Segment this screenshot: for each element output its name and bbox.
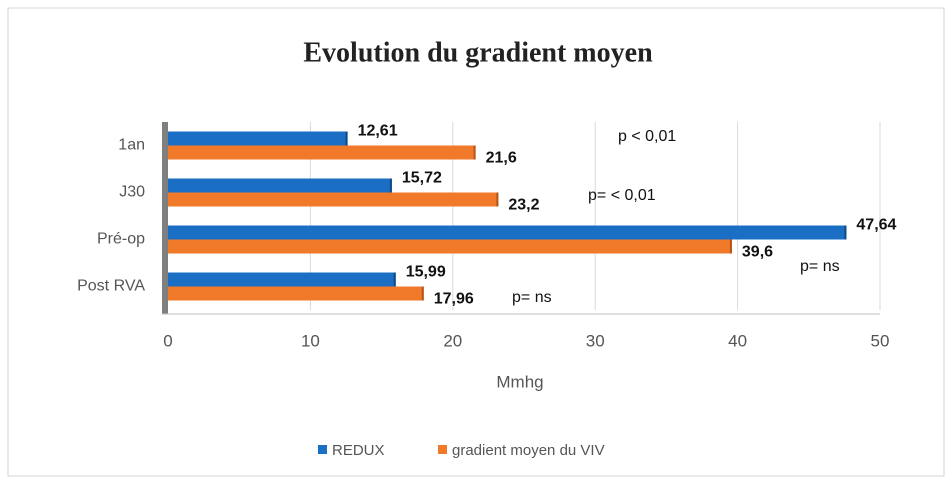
y-tick-label: Pré-op [97, 231, 145, 248]
x-tick-label: 30 [586, 331, 605, 350]
bar [168, 192, 499, 207]
annotation: p= ns [800, 258, 840, 275]
y-tick-label: J30 [119, 184, 145, 201]
annotation: p= < 0,01 [588, 187, 656, 204]
bar [168, 272, 396, 287]
bar [168, 145, 476, 160]
x-tick-label: 0 [163, 331, 172, 350]
bar [168, 178, 392, 193]
bar-edge [844, 225, 847, 240]
bar-edge [389, 178, 392, 193]
data-label: 47,64 [856, 217, 896, 234]
bar-edge [393, 272, 396, 287]
data-label: 12,61 [358, 123, 398, 140]
x-axis-label: Mmhg [496, 372, 543, 391]
data-label: 15,72 [402, 170, 442, 187]
bar-edge [496, 192, 499, 207]
bar-edge [421, 286, 424, 301]
y-tick-label: 1an [118, 137, 145, 154]
bar [168, 239, 732, 254]
axis-wall [162, 122, 168, 314]
annotation: p= ns [512, 289, 552, 306]
y-tick-label: Post RVA [77, 278, 145, 295]
x-tick-label: 20 [443, 331, 462, 350]
x-tick-label: 40 [728, 331, 747, 350]
data-label: 15,99 [406, 264, 446, 281]
legend-label: REDUX [332, 442, 385, 459]
chart-title: Evolution du gradient moyen [303, 37, 653, 68]
bar-edge [345, 131, 348, 146]
data-label: 17,96 [434, 291, 474, 308]
legend-swatch [438, 445, 447, 454]
data-label: 21,6 [486, 150, 517, 167]
annotation: p < 0,01 [618, 128, 676, 145]
data-label: 23,2 [508, 197, 539, 214]
x-tick-label: 50 [871, 331, 890, 350]
bar [168, 131, 348, 146]
bar-edge [473, 145, 476, 160]
bar [168, 286, 424, 301]
bar-edge [729, 239, 732, 254]
legend-swatch [318, 445, 327, 454]
data-label: 39,6 [742, 244, 773, 261]
legend-label: gradient moyen du VIV [452, 442, 605, 459]
bar [168, 225, 847, 240]
x-tick-label: 10 [301, 331, 320, 350]
